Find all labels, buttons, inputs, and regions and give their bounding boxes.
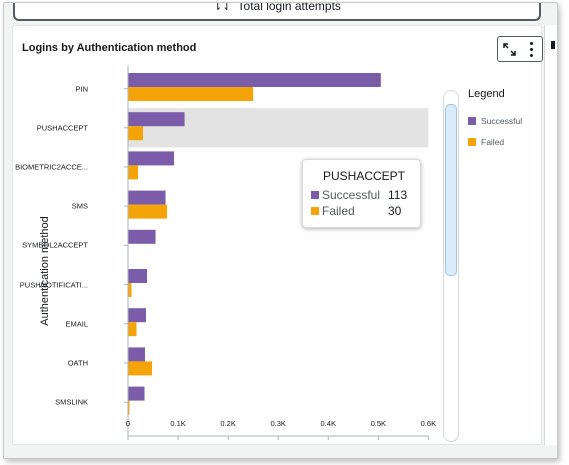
tooltip-value: 113 bbox=[388, 188, 408, 202]
legend-item-failed[interactable]: Failed bbox=[468, 137, 504, 147]
legend-label: Successful bbox=[481, 116, 523, 126]
chart-scrollbar-thumb[interactable] bbox=[445, 104, 457, 276]
x-tick-label: 0.1K bbox=[170, 419, 186, 428]
bar-failed bbox=[128, 126, 144, 141]
tooltip-label: Failed bbox=[322, 204, 355, 218]
category-label: SMSLINK bbox=[55, 397, 88, 407]
tooltip-title: PUSHACCEPT bbox=[323, 169, 406, 183]
bar-successful bbox=[128, 269, 148, 283]
more-options-icon[interactable] bbox=[522, 40, 540, 58]
legend-item-successful[interactable]: Successful bbox=[468, 116, 522, 126]
tooltip-swatch-failed bbox=[311, 207, 319, 215]
bar-successful bbox=[128, 308, 147, 323]
visual-toolbar bbox=[497, 36, 543, 62]
dashboard-viewport: ⇂⇃ Total login attempts Logins by Authent… bbox=[3, 2, 558, 459]
tooltip-row-failed: Failed 30 bbox=[311, 204, 415, 218]
x-tick-label: 0.4K bbox=[320, 419, 336, 428]
category-label: SMS bbox=[71, 201, 88, 211]
category-label: PUSHNOTIFICATI... bbox=[19, 280, 88, 290]
bar-failed bbox=[128, 283, 132, 297]
tooltip-value: 30 bbox=[388, 204, 402, 218]
x-tick-label: 0.2K bbox=[220, 419, 236, 428]
legend-swatch-successful bbox=[468, 117, 476, 125]
legend-swatch-failed bbox=[468, 138, 476, 146]
tooltip-label: Successful bbox=[322, 188, 381, 202]
bar-successful bbox=[128, 151, 175, 166]
expand-icon[interactable] bbox=[500, 40, 518, 58]
bar-successful bbox=[128, 347, 146, 362]
bar-failed bbox=[128, 322, 137, 337]
bar-failed bbox=[128, 165, 139, 180]
bar-failed bbox=[128, 400, 130, 415]
bar-chart bbox=[124, 65, 429, 440]
adjacent-visual-edge bbox=[544, 25, 557, 445]
x-tick-label: 0.5K bbox=[370, 419, 387, 428]
category-label: PIN bbox=[75, 84, 88, 94]
hover-tooltip: PUSHACCEPT Successful 113 Failed 30 bbox=[302, 159, 421, 228]
legend-title: Legend bbox=[468, 88, 505, 100]
category-label: SYMBOL2ACCEPT bbox=[22, 240, 88, 250]
category-label: PUSHACCEPT bbox=[36, 123, 88, 133]
visual-title: Total login attempts bbox=[237, 2, 341, 13]
bar-failed bbox=[128, 87, 254, 101]
sort-arrows-icon: ⇂⇃ bbox=[213, 2, 232, 13]
total-login-attempts-visual[interactable]: ⇂⇃ Total login attempts bbox=[13, 2, 541, 21]
bar-successful bbox=[128, 190, 166, 205]
bar-failed bbox=[128, 361, 153, 376]
category-label: BIOMETRIC2ACCE... bbox=[15, 162, 88, 172]
bar-failed bbox=[128, 204, 168, 219]
adjacent-visual-marker bbox=[551, 41, 555, 49]
category-label: OATH bbox=[67, 358, 88, 368]
category-label: EMAIL bbox=[65, 319, 88, 329]
x-tick-label: 0 bbox=[125, 419, 131, 428]
x-tick-label: 0.6K bbox=[420, 419, 437, 428]
bar-successful bbox=[128, 386, 145, 401]
bar-successful bbox=[128, 73, 381, 87]
tooltip-row-successful: Successful 113 bbox=[311, 188, 415, 202]
bar-successful bbox=[128, 229, 156, 244]
legend-label: Failed bbox=[481, 137, 505, 147]
logins-by-auth-method-visual[interactable]: Logins by Authentication method Authenti… bbox=[12, 25, 543, 445]
visual-title: Logins by Authentication method bbox=[22, 42, 197, 54]
tooltip-swatch-successful bbox=[311, 191, 319, 199]
bar-successful bbox=[128, 112, 185, 127]
x-tick-label: 0.3K bbox=[270, 419, 286, 428]
